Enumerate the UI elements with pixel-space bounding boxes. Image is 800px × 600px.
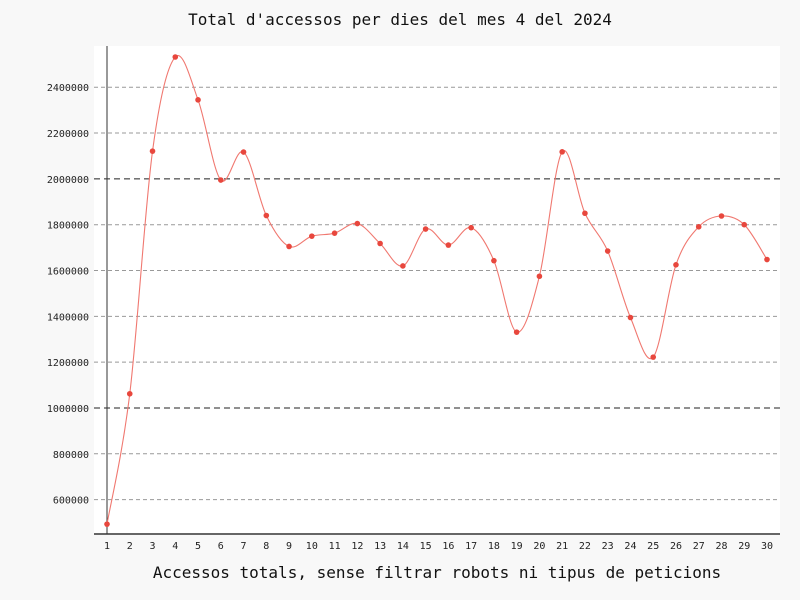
- x-tick-label: 19: [511, 541, 523, 552]
- y-tick-label: 1600000: [47, 267, 89, 278]
- data-point: [240, 149, 247, 155]
- y-tick-label: 1000000: [47, 404, 89, 415]
- data-point: [172, 54, 179, 60]
- x-tick-label: 12: [351, 541, 363, 552]
- x-axis-label: Accessos totals, sense filtrar robots ni…: [152, 563, 722, 582]
- x-tick-label: 20: [533, 541, 545, 552]
- data-point: [764, 256, 770, 263]
- x-tick-label: 18: [488, 541, 500, 552]
- data-point: [354, 220, 361, 227]
- data-point: [286, 243, 292, 250]
- x-tick-label: 25: [647, 541, 659, 552]
- data-point: [149, 148, 156, 154]
- x-tick-label: 1: [104, 541, 110, 552]
- x-tick-label: 11: [329, 541, 341, 552]
- x-tick-label: 9: [286, 541, 292, 552]
- x-tick-label: 23: [602, 541, 614, 552]
- x-tick-label: 17: [465, 541, 477, 552]
- x-tick-label: 22: [579, 541, 591, 552]
- data-point: [536, 273, 543, 280]
- data-point: [104, 521, 110, 527]
- x-tick-label: 21: [556, 541, 568, 552]
- data-point: [695, 223, 702, 230]
- data-point: [217, 177, 224, 183]
- data-point: [309, 233, 315, 239]
- x-tick-label: 24: [624, 541, 636, 552]
- x-tick-label: 26: [670, 541, 682, 552]
- x-tick-label: 2: [127, 541, 133, 552]
- x-tick-label: 16: [442, 541, 454, 552]
- y-tick-label: 2200000: [47, 129, 89, 140]
- y-tick-label: 2000000: [47, 175, 89, 186]
- data-point: [422, 226, 429, 232]
- x-tick-label: 15: [420, 541, 432, 552]
- y-tick-label: 600000: [53, 496, 89, 507]
- x-tick-label: 4: [172, 541, 178, 552]
- chart-title: Total d'accessos per dies del mes 4 del …: [188, 10, 612, 29]
- plot-background: [94, 46, 780, 535]
- x-tick-label: 7: [241, 541, 247, 552]
- x-tick-label: 6: [218, 541, 224, 552]
- data-point: [627, 314, 634, 321]
- data-point: [126, 390, 133, 397]
- y-tick-label: 800000: [53, 450, 89, 461]
- data-point: [400, 263, 406, 269]
- data-point: [650, 354, 657, 360]
- data-point: [263, 212, 270, 219]
- y-tick-label: 1400000: [47, 312, 89, 323]
- y-tick-label: 1800000: [47, 221, 89, 232]
- data-point: [445, 242, 452, 248]
- x-tick-label: 27: [693, 541, 705, 552]
- x-tick-label: 13: [374, 541, 386, 552]
- data-point: [718, 213, 725, 219]
- data-point: [513, 329, 520, 335]
- data-point: [741, 221, 748, 228]
- data-point: [559, 149, 565, 155]
- data-point: [331, 230, 338, 236]
- x-tick-label: 8: [263, 541, 269, 552]
- data-point: [468, 224, 474, 231]
- data-point: [195, 97, 201, 103]
- data-point: [673, 261, 679, 268]
- y-tick-label: 2400000: [47, 83, 89, 94]
- x-tick-label: 5: [195, 541, 201, 552]
- data-point: [377, 240, 383, 247]
- x-tick-label: 14: [397, 541, 409, 552]
- x-tick-label: 28: [715, 541, 727, 552]
- x-tick-label: 29: [738, 541, 750, 552]
- data-point: [582, 210, 588, 217]
- y-tick-label: 1200000: [47, 358, 89, 369]
- data-point: [604, 248, 611, 254]
- data-point: [491, 257, 497, 264]
- x-tick-label: 3: [150, 541, 156, 552]
- x-tick-label: 10: [306, 541, 318, 552]
- x-tick-label: 30: [761, 541, 773, 552]
